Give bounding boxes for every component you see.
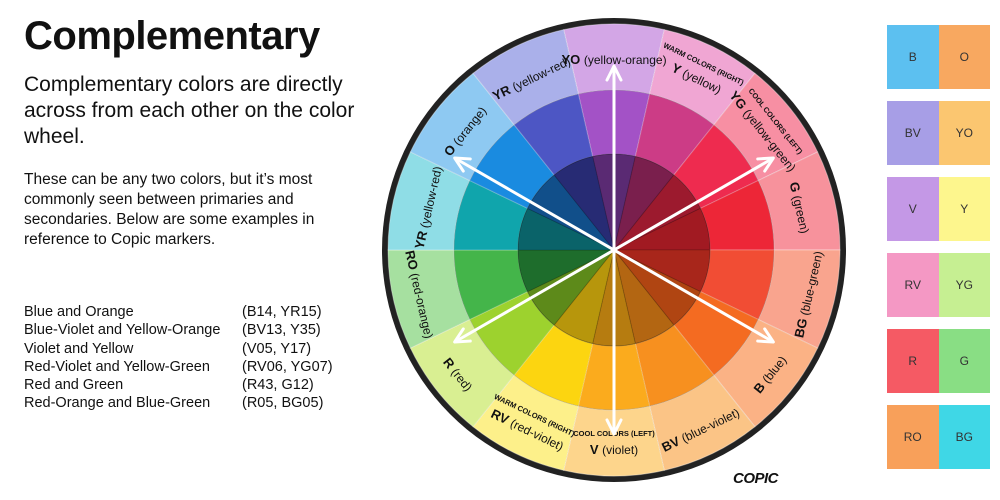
example-name: Blue-Violet and Yellow-Orange [24,322,221,339]
example-row: Violet and Yellow (V05, Y17) [24,340,364,358]
swatch: O [938,25,990,89]
swatch-pair: B O [887,25,990,89]
examples-list: Blue and Orange (B14, YR15) Blue-Violet a… [24,303,364,413]
wheel-label-text: V (violet) [590,442,638,457]
wheel-segment-inner [553,249,615,345]
wheel-label-text: YO (yellow-orange) [561,52,666,67]
page-title: Complementary [24,14,320,58]
wheel-segment-inner [517,207,615,251]
swatch: BV [887,101,939,165]
wheel-segment-inner [553,155,615,251]
color-wheel: V (violet)COOL COLORS (LEFT)RV (red-viol… [382,18,846,482]
wheel-segment-inner [613,249,675,345]
swatch: R [887,329,939,393]
swatch: V [887,177,939,241]
complement-arrow [453,156,775,344]
example-row: Red-Violet and Yellow-Green (RV06, YG07) [24,358,364,376]
swatch-pair: V Y [887,177,990,241]
swatch-pair: R G [887,329,990,393]
wheel-segment-inner [526,249,615,326]
description: These can be any two colors, but it’s mo… [24,171,315,248]
wheel-segment-inner [613,207,711,251]
arrow-head [605,418,623,436]
arrow-head [756,156,775,173]
example-codes: (V05, Y17) [242,340,312,357]
example-codes: (BV13, Y35) [242,322,321,339]
swatch-pair: RV YG [887,253,990,317]
swatch: RV [887,253,939,317]
swatch: YO [938,101,990,165]
wheel-segment-inner [613,249,702,326]
swatch: Y [938,177,990,241]
example-codes: (R05, BG05) [242,395,324,412]
arrow-head [756,327,775,344]
swatch: YG [938,253,990,317]
wheel-label: YO (yellow-orange) [561,52,666,67]
example-name: Blue and Orange [24,304,134,320]
example-name: Red and Green [24,377,124,394]
arrow-head [453,327,472,344]
example-row: Blue and Orange (B14, YR15) [24,303,364,321]
example-codes: (R43, G12) [242,377,314,394]
example-codes: (B14, YR15) [242,304,322,320]
swatch-pair: RO BG [887,405,990,469]
example-row: Red and Green (R43, G12) [24,376,364,394]
example-row: Blue-Violet and Yellow-Orange (BV13, Y35) [24,321,364,339]
subtitle: Complementary colors are directly across… [24,73,355,148]
example-name: Red-Violet and Yellow-Green [24,358,210,375]
copic-logo: COPIC [733,470,779,487]
arrow-head [453,156,472,173]
wheel-segment-inner [613,155,675,251]
swatch: G [938,329,990,393]
swatch: B [887,25,939,89]
wheel-segment-inner [517,249,615,293]
swatch: RO [887,405,939,469]
arrow-shaft [456,158,772,342]
swatch-pair: BV YO [887,101,990,165]
example-name: Violet and Yellow [24,340,134,357]
wheel-segment-inner [613,249,711,293]
example-name: Red-Orange and Blue-Green [24,395,211,412]
wheel-segment-inner [526,174,615,251]
swatch-column: B O BV YO V Y RV YG R G RO BG [887,25,990,481]
arrow-head [605,64,623,82]
swatch: BG [938,405,990,469]
example-codes: (RV06, YG07) [242,358,333,375]
wheel-segment-inner [613,174,702,251]
example-row: Red-Orange and Blue-Green (R05, BG05) [24,394,364,412]
